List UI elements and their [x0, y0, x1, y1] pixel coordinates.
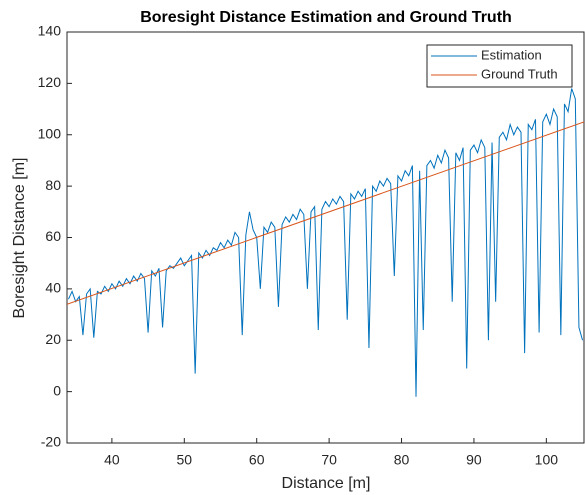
series-line — [67, 88, 584, 397]
x-tick-label: 100 — [535, 452, 559, 468]
y-tick-label: 60 — [45, 228, 61, 244]
x-axis-label: Distance [m] — [282, 475, 371, 492]
y-tick-label: 20 — [45, 331, 61, 347]
y-tick-label: 140 — [38, 23, 62, 39]
x-tick-label: 80 — [394, 452, 410, 468]
y-tick-label: 0 — [53, 382, 61, 398]
plot-area — [66, 31, 585, 444]
legend-box — [426, 44, 573, 88]
y-axis-label: Boresight Distance [m] — [11, 158, 28, 319]
series-layer — [67, 88, 585, 397]
chart-title: Boresight Distance Estimation and Ground… — [140, 9, 512, 26]
x-tick-label: 60 — [249, 452, 265, 468]
x-tick-label: 70 — [321, 452, 337, 468]
y-tick-label: 40 — [45, 280, 61, 296]
y-tick-label: -20 — [41, 434, 61, 450]
series-line — [67, 121, 585, 305]
y-tick-label: 80 — [45, 177, 61, 193]
x-tick-label: 40 — [104, 452, 120, 468]
legend-label: Estimation — [481, 47, 542, 62]
x-tick-label: 90 — [466, 452, 482, 468]
x-tick-label: 50 — [177, 452, 193, 468]
y-tick-label: 120 — [38, 74, 62, 90]
legend-label: Ground Truth — [481, 66, 558, 81]
y-tick-label: 100 — [38, 125, 62, 141]
